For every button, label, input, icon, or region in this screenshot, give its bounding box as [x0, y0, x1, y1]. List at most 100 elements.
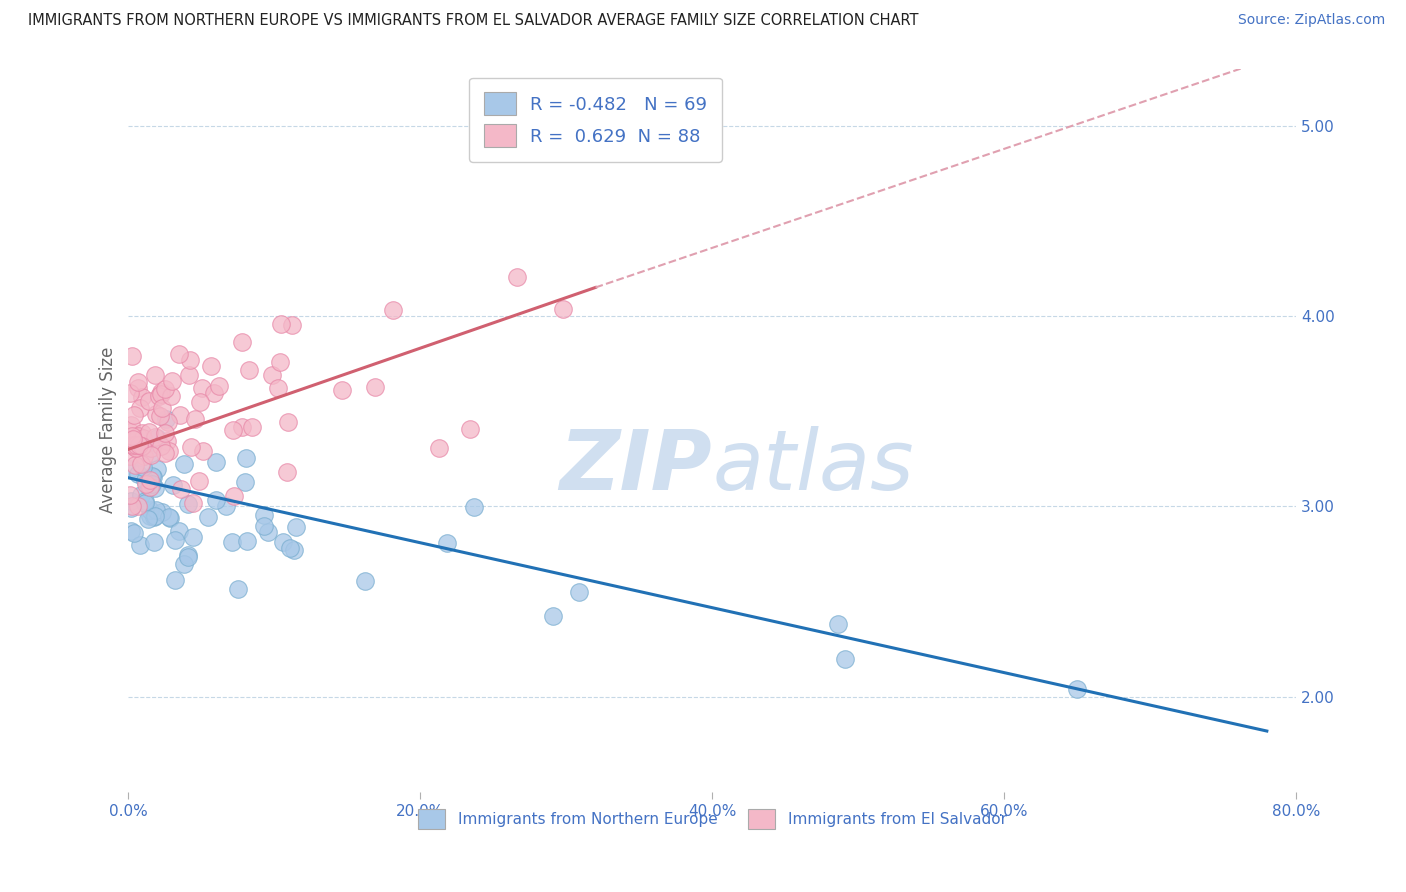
- Point: [122, 526, 145, 541]
- Point: [224, 489, 246, 503]
- Point: [157, 444, 180, 458]
- Point: [146, 462, 169, 476]
- Point: [142, 535, 165, 549]
- Point: [170, 483, 193, 497]
- Point: [382, 303, 405, 318]
- Point: [226, 582, 249, 596]
- Text: atlas: atlas: [713, 425, 914, 507]
- Point: [834, 652, 856, 666]
- Point: [231, 334, 253, 349]
- Point: [200, 359, 222, 374]
- Point: [167, 524, 190, 538]
- Point: [124, 458, 146, 472]
- Point: [122, 409, 145, 423]
- Point: [281, 318, 304, 333]
- Point: [155, 425, 177, 440]
- Point: [125, 434, 148, 448]
- Point: [231, 420, 253, 434]
- Point: [190, 381, 212, 395]
- Point: [184, 411, 207, 425]
- Point: [202, 386, 225, 401]
- Point: [173, 457, 195, 471]
- Text: IMMIGRANTS FROM NORTHERN EUROPE VS IMMIGRANTS FROM EL SALVADOR AVERAGE FAMILY SI: IMMIGRANTS FROM NORTHERN EUROPE VS IMMIG…: [28, 13, 918, 29]
- Point: [135, 436, 157, 450]
- Point: [1066, 681, 1088, 696]
- Point: [157, 415, 180, 429]
- Point: [148, 388, 170, 402]
- Point: [436, 536, 458, 550]
- Point: [125, 438, 148, 452]
- Point: [124, 439, 146, 453]
- Text: ZIP: ZIP: [560, 425, 713, 507]
- Point: [543, 608, 565, 623]
- Point: [429, 441, 451, 455]
- Point: [215, 499, 238, 513]
- Point: [145, 481, 167, 495]
- Point: [827, 617, 849, 632]
- Point: [181, 496, 204, 510]
- Point: [285, 520, 308, 534]
- Point: [221, 423, 243, 437]
- Point: [138, 393, 160, 408]
- Point: [131, 439, 153, 453]
- Point: [120, 494, 142, 508]
- Point: [155, 412, 177, 426]
- Point: [150, 401, 173, 416]
- Point: [131, 459, 153, 474]
- Point: [150, 387, 173, 401]
- Point: [253, 508, 276, 523]
- Point: [157, 510, 180, 524]
- Point: [276, 465, 298, 479]
- Point: [121, 433, 143, 447]
- Point: [240, 419, 263, 434]
- Point: [149, 409, 172, 423]
- Point: [125, 441, 148, 455]
- Point: [128, 538, 150, 552]
- Point: [165, 573, 187, 587]
- Point: [143, 508, 166, 523]
- Point: [124, 440, 146, 454]
- Point: [156, 434, 179, 449]
- Point: [159, 510, 181, 524]
- Point: [120, 501, 142, 516]
- Point: [160, 374, 183, 388]
- Point: [150, 439, 173, 453]
- Point: [205, 493, 228, 508]
- Point: [127, 381, 149, 395]
- Point: [159, 389, 181, 403]
- Text: Source: ZipAtlas.com: Source: ZipAtlas.com: [1237, 13, 1385, 28]
- Point: [169, 408, 191, 422]
- Point: [121, 428, 143, 442]
- Point: [278, 541, 301, 555]
- Point: [177, 550, 200, 565]
- Point: [145, 432, 167, 446]
- Point: [135, 476, 157, 491]
- Point: [150, 384, 173, 399]
- Point: [134, 473, 156, 487]
- Point: [332, 384, 354, 398]
- Y-axis label: Average Family Size: Average Family Size: [100, 347, 117, 514]
- Point: [188, 394, 211, 409]
- Point: [139, 480, 162, 494]
- Point: [131, 390, 153, 404]
- Point: [118, 488, 141, 502]
- Point: [127, 467, 149, 481]
- Point: [131, 426, 153, 441]
- Point: [128, 438, 150, 452]
- Point: [139, 503, 162, 517]
- Point: [121, 500, 143, 514]
- Point: [208, 379, 231, 393]
- Point: [127, 434, 149, 449]
- Point: [162, 478, 184, 492]
- Point: [173, 557, 195, 571]
- Point: [191, 443, 214, 458]
- Point: [235, 450, 257, 465]
- Point: [177, 548, 200, 562]
- Point: [134, 496, 156, 510]
- Point: [134, 449, 156, 463]
- Point: [153, 446, 176, 460]
- Point: [233, 475, 256, 490]
- Point: [167, 347, 190, 361]
- Point: [139, 448, 162, 462]
- Point: [129, 457, 152, 471]
